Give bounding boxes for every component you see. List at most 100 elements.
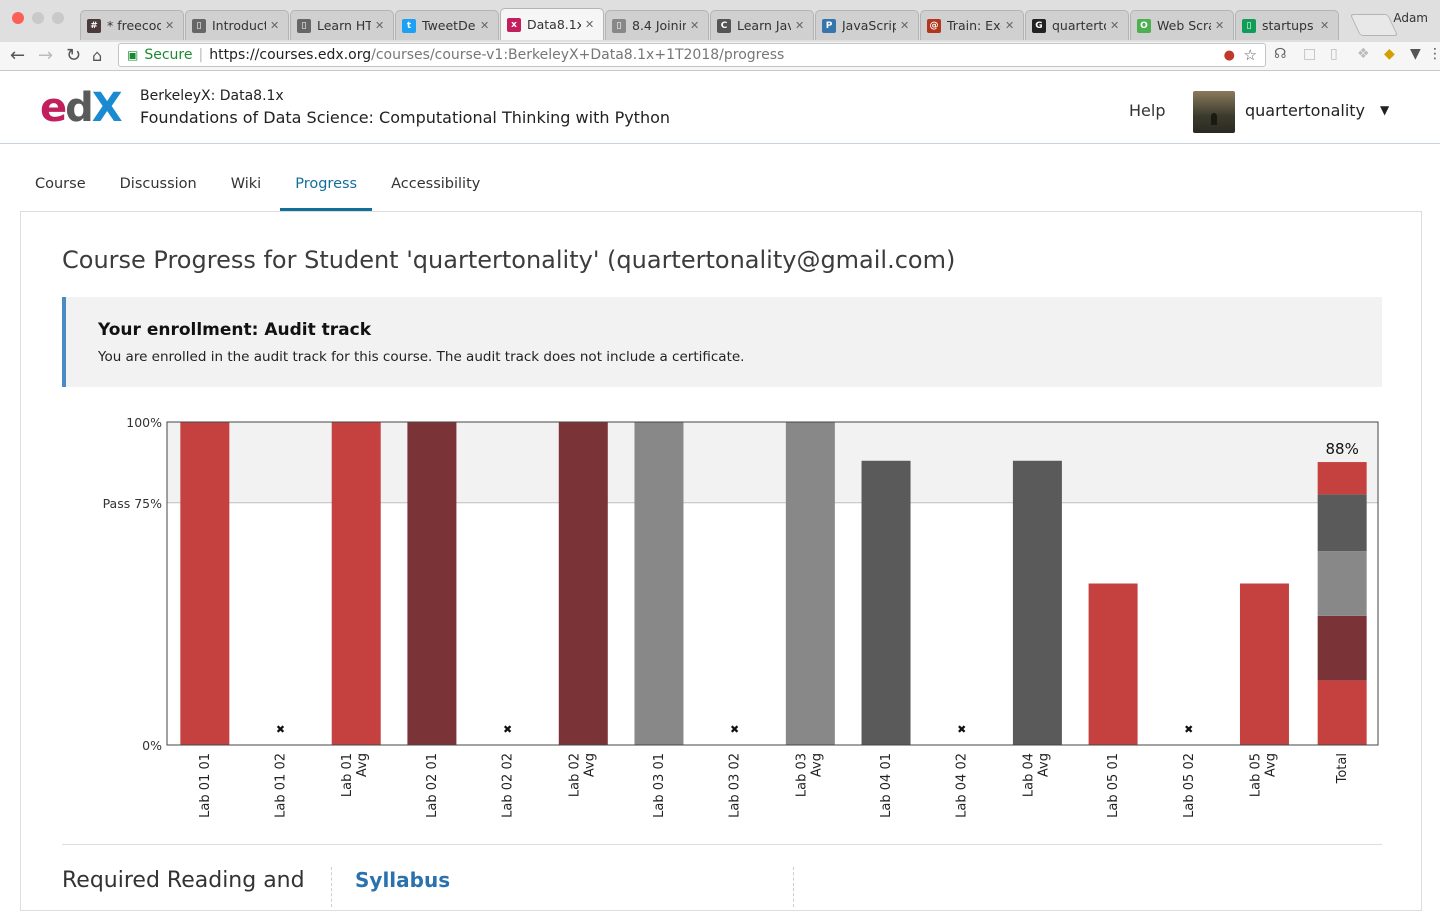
tab-title: TweetDe (422, 18, 476, 33)
headphones-extension-icon[interactable]: ☊ (1274, 46, 1287, 62)
browser-tab[interactable]: O Web Scra ✕ (1130, 10, 1234, 40)
bar (1239, 583, 1289, 745)
category-label: Total (1335, 753, 1350, 784)
tab-title: 8.4 Joinin (632, 18, 686, 33)
chevron-down-icon[interactable]: ▼ (1380, 103, 1390, 117)
tab-favicon-icon: t (402, 18, 416, 33)
bar (785, 422, 835, 745)
username[interactable]: quartertonality (1245, 101, 1366, 120)
address-bar[interactable]: ▣ Secure | https://courses.edx.org/cours… (118, 43, 1266, 67)
browser-tab[interactable]: P JavaScrip ✕ (815, 10, 919, 40)
tab-title: quarterto (1052, 18, 1106, 33)
category-label: Lab 05 01 (1106, 753, 1121, 818)
tab-course[interactable]: Course (35, 176, 86, 192)
category-label: Lab 01 02 (274, 753, 289, 818)
maximize-window-button[interactable] (52, 12, 64, 24)
browser-tab[interactable]: # * freecod ✕ (80, 10, 184, 40)
bar (331, 422, 381, 745)
profile-name[interactable]: Adam (1393, 11, 1428, 25)
close-window-button[interactable] (12, 12, 24, 24)
course-name: Foundations of Data Science: Computation… (140, 108, 671, 127)
close-tab-icon[interactable]: ✕ (690, 19, 700, 32)
logo-letter: d (65, 85, 94, 131)
bar (634, 422, 684, 745)
y-tick-label: Pass 75% (103, 496, 163, 511)
forward-arrow-icon[interactable]: → (38, 45, 54, 66)
tab-progress[interactable]: Progress (280, 144, 373, 211)
star-icon[interactable]: ☆ (1243, 46, 1257, 64)
y-tick-label: 0% (142, 738, 162, 753)
missing-marker: ✖ (957, 723, 966, 736)
category-label: Lab 02 02 (501, 753, 516, 818)
close-tab-icon[interactable]: ✕ (375, 19, 385, 32)
tab-favicon-icon: ▯ (612, 18, 626, 33)
course-org: BerkeleyX: Data8.1x (140, 88, 284, 104)
close-tab-icon[interactable]: ✕ (1215, 19, 1225, 32)
extension-icon[interactable]: ▯ (1330, 46, 1338, 62)
close-tab-icon[interactable]: ✕ (480, 19, 490, 32)
total-bar-segment (1317, 462, 1367, 495)
close-tab-icon[interactable]: ✕ (900, 19, 910, 32)
browser-tab[interactable]: ▯ 8.4 Joinin ✕ (605, 10, 709, 40)
syllabus-link[interactable]: Syllabus (355, 868, 451, 892)
avatar-figure (1211, 113, 1217, 125)
secure-label: Secure (144, 47, 193, 63)
total-bar-segment (1317, 494, 1367, 552)
course-tabs: Course Discussion Wiki Progress Accessibilit… (20, 144, 499, 211)
close-tab-icon[interactable]: ✕ (1005, 19, 1015, 32)
minimize-window-button[interactable] (32, 12, 44, 24)
tab-accessibility[interactable]: Accessibility (391, 176, 481, 192)
total-bar-segment (1317, 615, 1367, 681)
column-separator (331, 867, 332, 907)
avatar[interactable] (1193, 91, 1235, 133)
home-icon[interactable]: ⌂ (92, 46, 103, 65)
tab-favicon-icon: ▯ (1242, 18, 1256, 33)
tab-title: Train: Exe (947, 18, 1001, 33)
tab-wiki[interactable]: Wiki (230, 176, 262, 192)
browser-tab[interactable]: @ Train: Exe ✕ (920, 10, 1024, 40)
help-link[interactable]: Help (1129, 101, 1166, 120)
pocket-icon[interactable]: ▼ (1410, 46, 1421, 62)
close-tab-icon[interactable]: ✕ (165, 19, 175, 32)
tab-title: Web Scra (1157, 18, 1211, 33)
tab-favicon-icon: P (822, 18, 836, 33)
bar (407, 422, 457, 745)
tab-favicon-icon: x (507, 17, 521, 32)
menu-icon[interactable]: ⋮ (1428, 46, 1440, 62)
close-tab-icon[interactable]: ✕ (270, 19, 280, 32)
category-label: Lab 04Avg (1021, 753, 1051, 797)
browser-tab[interactable]: C Learn Jav ✕ (710, 10, 814, 40)
close-tab-icon[interactable]: ✕ (1110, 19, 1120, 32)
dropbox-icon[interactable]: ❖ (1357, 46, 1370, 62)
enrollment-message: You are enrolled in the audit track for … (98, 349, 745, 365)
browser-tab[interactable]: ▯ Introduct ✕ (185, 10, 289, 40)
close-tab-icon[interactable]: ✕ (795, 19, 805, 32)
extension-icon[interactable]: ◆ (1384, 46, 1395, 62)
tab-title: Introduct (212, 18, 266, 33)
tab-favicon-icon: ▯ (297, 18, 311, 33)
missing-marker: ✖ (1184, 723, 1193, 736)
reload-icon[interactable]: ↻ (66, 45, 82, 66)
tab-favicon-icon: O (1137, 18, 1151, 33)
extension-icon[interactable]: □ (1303, 46, 1317, 62)
edx-logo[interactable]: edX (40, 85, 123, 131)
category-label: Lab 01 01 (198, 753, 213, 818)
close-tab-icon[interactable]: ✕ (585, 18, 595, 31)
total-label: 88% (1325, 440, 1358, 458)
back-arrow-icon[interactable]: ← (10, 45, 26, 66)
category-label: Lab 02 01 (425, 753, 440, 818)
browser-tab[interactable]: ▯ Learn HT ✕ (290, 10, 394, 40)
tab-title: Data8.1x (527, 17, 581, 32)
browser-tab[interactable]: ▯ startups ✕ (1235, 10, 1339, 40)
column-separator (793, 867, 794, 907)
bar (558, 422, 608, 745)
category-label: Lab 04 01 (879, 753, 894, 818)
new-tab-button[interactable] (1349, 14, 1399, 36)
close-tab-icon[interactable]: ✕ (1320, 19, 1330, 32)
y-tick-label: 100% (126, 415, 162, 430)
browser-tab[interactable]: t TweetDe ✕ (395, 10, 499, 40)
browser-tab[interactable]: x Data8.1x ✕ (500, 8, 604, 40)
tab-discussion[interactable]: Discussion (119, 176, 197, 192)
translate-icon[interactable]: ● (1223, 47, 1235, 63)
